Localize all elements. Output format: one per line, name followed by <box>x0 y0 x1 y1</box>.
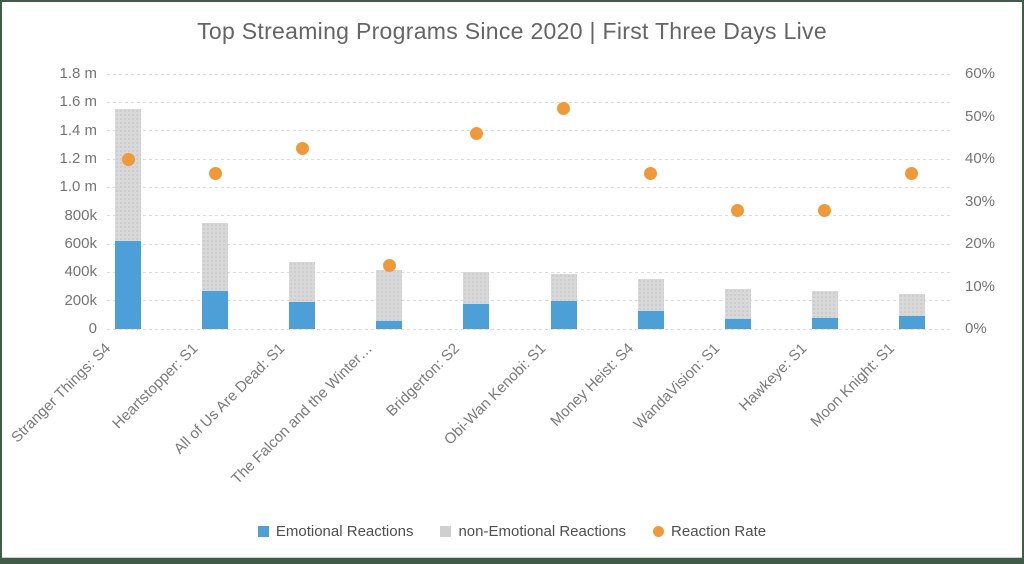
y-axis-left-tick-label: 1.4 m <box>59 121 97 139</box>
bar-segment-emotional <box>637 311 664 329</box>
bar-segment-non-emotional <box>550 274 577 302</box>
gridline <box>107 73 952 75</box>
gridline <box>107 215 952 217</box>
x-axis-category-label: Moon Knight: S1 <box>807 340 898 431</box>
x-axis-category-label: Hawkeye: S1 <box>736 340 811 415</box>
bar-segment-emotional <box>463 304 490 329</box>
reaction-rate-dot <box>731 203 745 217</box>
y-axis-left-tick-label: 0 <box>88 320 97 337</box>
reaction-rate-dot <box>557 101 570 115</box>
bar-segment-non-emotional <box>115 109 141 242</box>
x-axis-category-label: Money Heist: S4 <box>546 340 637 430</box>
y-axis-right-tick-label: 60% <box>965 65 996 82</box>
bar-segment-emotional <box>811 317 838 329</box>
gridline <box>107 186 952 188</box>
y-axis-left-tick-label: 1.2 m <box>59 150 97 167</box>
bar-segment-emotional <box>115 241 141 329</box>
legend-label: Emotional Reactions <box>275 523 414 540</box>
reaction-rate-dot <box>818 203 832 217</box>
y-axis-right-tick-label: 0% <box>965 320 987 337</box>
reaction-rate-dot <box>208 167 222 181</box>
bar-segment-emotional <box>376 321 403 329</box>
x-axis-category-label: WandaVision: S1 <box>630 340 724 433</box>
y-axis-right-tick-label: 10% <box>965 277 996 295</box>
legend-square-marker-icon <box>257 526 269 537</box>
x-axis-category-label: Stranger Things: S4 <box>7 340 115 447</box>
bar-segment-emotional <box>898 315 925 329</box>
bar-segment-non-emotional <box>463 271 490 305</box>
gridline <box>107 271 952 273</box>
bottom-accent-bar <box>2 557 1022 562</box>
legend-label: Reaction Rate <box>671 523 767 540</box>
reaction-rate-dot <box>295 141 309 155</box>
gridline <box>107 243 952 245</box>
legend-circle-marker-icon <box>653 526 665 537</box>
bar-segment-non-emotional <box>898 293 925 316</box>
reaction-rate-dot <box>121 152 135 166</box>
bar-segment-emotional <box>202 291 229 329</box>
gridline <box>107 130 952 132</box>
reaction-rate-dot <box>469 127 483 140</box>
y-axis-left-tick-label: 800k <box>64 206 97 224</box>
legend-item-emotional-reactions: Emotional Reactions <box>257 523 414 540</box>
chart-legend: Emotional Reactions non-Emotional Reactio… <box>2 523 1022 540</box>
bar-segment-non-emotional <box>811 291 838 318</box>
y-axis-left-tick-label: 1.0 m <box>59 178 97 196</box>
gridline <box>107 328 952 330</box>
reaction-rate-dot <box>905 167 919 181</box>
bar-segment-non-emotional <box>724 288 751 319</box>
y-axis-right-tick-label: 20% <box>965 235 996 252</box>
x-axis-category-label: The Falcon and the Winter… <box>227 340 376 488</box>
reaction-rate-dot <box>382 258 396 272</box>
bar-segment-emotional <box>724 318 751 329</box>
y-axis-right-tick-label: 50% <box>965 107 996 125</box>
x-axis-category-label: Heartstopper: S1 <box>108 340 202 433</box>
y-axis-left-tick-label: 1.6 m <box>59 93 97 111</box>
legend-square-marker-icon <box>440 526 452 537</box>
y-axis-left-tick-label: 600k <box>64 235 97 252</box>
y-axis-left-tick-label: 200k <box>64 291 97 309</box>
y-axis-right-tick-label: 40% <box>965 150 996 167</box>
legend-item-reaction-rate: Reaction Rate <box>653 523 766 540</box>
x-axis-category-label: Bridgerton: S2 <box>382 340 463 420</box>
gridline <box>107 300 952 302</box>
y-axis-left-tick-label: 1.8 m <box>59 65 97 82</box>
bar-segment-non-emotional <box>202 223 229 292</box>
bar-segment-non-emotional <box>289 262 316 303</box>
y-axis-right-tick-label: 30% <box>965 192 996 210</box>
reaction-rate-dot <box>644 167 658 181</box>
chart-title: Top Streaming Programs Since 2020 | Firs… <box>197 18 827 44</box>
bar-segment-emotional <box>289 302 316 329</box>
legend-label: non-Emotional Reactions <box>458 523 627 540</box>
bar-segment-emotional <box>550 301 577 329</box>
bar-segment-non-emotional <box>637 278 664 312</box>
gridline <box>107 158 952 160</box>
legend-item-non-emotional-reactions: non-Emotional Reactions <box>440 523 626 540</box>
gridline <box>107 101 952 103</box>
bar-segment-non-emotional <box>376 270 403 322</box>
y-axis-left-tick-label: 400k <box>64 263 97 281</box>
